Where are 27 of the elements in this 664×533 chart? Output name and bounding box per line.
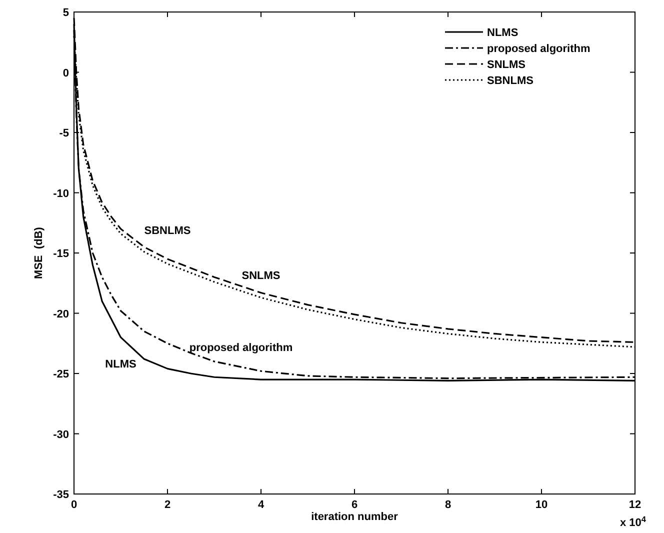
text: SNLMS: [242, 270, 280, 282]
x-axis-title: iteration number: [311, 511, 399, 523]
legend-label: proposed algorithm: [487, 43, 590, 55]
y-tick-label: -25: [53, 368, 69, 380]
x-tick-label: 10: [535, 499, 548, 511]
y-tick-label: 5: [62, 7, 69, 19]
legend-label: NLMS: [487, 27, 518, 39]
x-tick-label: 6: [351, 499, 358, 511]
text: SBNLMS: [144, 224, 191, 237]
text: x 10$^{4}$: [620, 514, 646, 529]
y-tick-label: -15: [53, 248, 69, 260]
y-tick-label: 0: [62, 67, 69, 80]
text: proposed algorithm: [189, 342, 293, 354]
x-tick-label: 8: [444, 499, 452, 511]
legend-label: SNLMS: [487, 59, 526, 71]
x-tick-label: 2: [164, 499, 171, 511]
x-tick-label: 12: [628, 499, 642, 511]
y-axis-title: MSE (dB): [33, 226, 45, 279]
y-tick-label: -20: [53, 308, 69, 320]
y-tick-label: -5: [59, 128, 69, 140]
legend-label: SBNLMS: [487, 75, 534, 87]
text: NLMS: [105, 358, 136, 370]
x-tick-label: 0: [70, 499, 78, 511]
x-tick-label: 4: [258, 499, 265, 511]
y-tick-label: -10: [53, 188, 69, 200]
y-tick-label: -30: [53, 428, 69, 441]
y-tick-label: -35: [53, 489, 69, 501]
